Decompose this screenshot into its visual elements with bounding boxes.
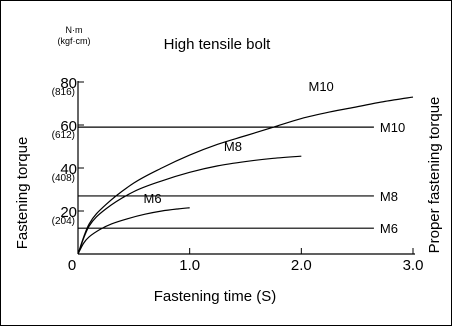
reference-label-m8: M8	[380, 189, 398, 204]
reference-lines-group: M10 M8 M6	[78, 120, 405, 236]
y-tick-kgf-label: (204)	[52, 216, 75, 227]
curve-m8	[77, 155, 302, 255]
y-tick-kgf-label: (816)	[52, 87, 75, 98]
right-axis-label: Proper fastening torque	[426, 97, 443, 254]
unit-label-nm: N·m	[66, 25, 83, 35]
y-axis-label: Fastening torque	[14, 137, 31, 250]
curve-label-m6: M6	[144, 191, 162, 206]
axes-group: 20(204) 40(408) 60(612) 80(816) 0 1.0 2.0 3.0	[52, 75, 424, 274]
y-tick-kgf-label: (612)	[52, 130, 75, 141]
y-tick-label: 40	[60, 161, 77, 178]
y-tick-label: 20	[60, 204, 77, 221]
curve-m6	[77, 207, 190, 255]
x-axis-label: Fastening time (S)	[154, 288, 277, 305]
reference-label-m6: M6	[380, 221, 398, 236]
x-tick-label: 3.0	[403, 257, 424, 274]
curve-label-m10: M10	[309, 79, 334, 94]
curves-group: M10 M8 M6	[77, 79, 414, 255]
curve-m10	[77, 96, 414, 255]
unit-label-kgfcm: (kgf·cm)	[58, 36, 91, 46]
chart-title: High tensile bolt	[164, 36, 272, 53]
y-tick-kgf-label: (408)	[52, 173, 75, 184]
x-tick-label: 1.0	[179, 257, 200, 274]
x-tick-label: 2.0	[291, 257, 312, 274]
y-tick-label: 60	[60, 118, 77, 135]
x-tick-label: 0	[68, 257, 76, 274]
reference-label-m10: M10	[380, 120, 405, 135]
curve-label-m8: M8	[224, 139, 242, 154]
y-tick-label: 80	[60, 75, 77, 92]
